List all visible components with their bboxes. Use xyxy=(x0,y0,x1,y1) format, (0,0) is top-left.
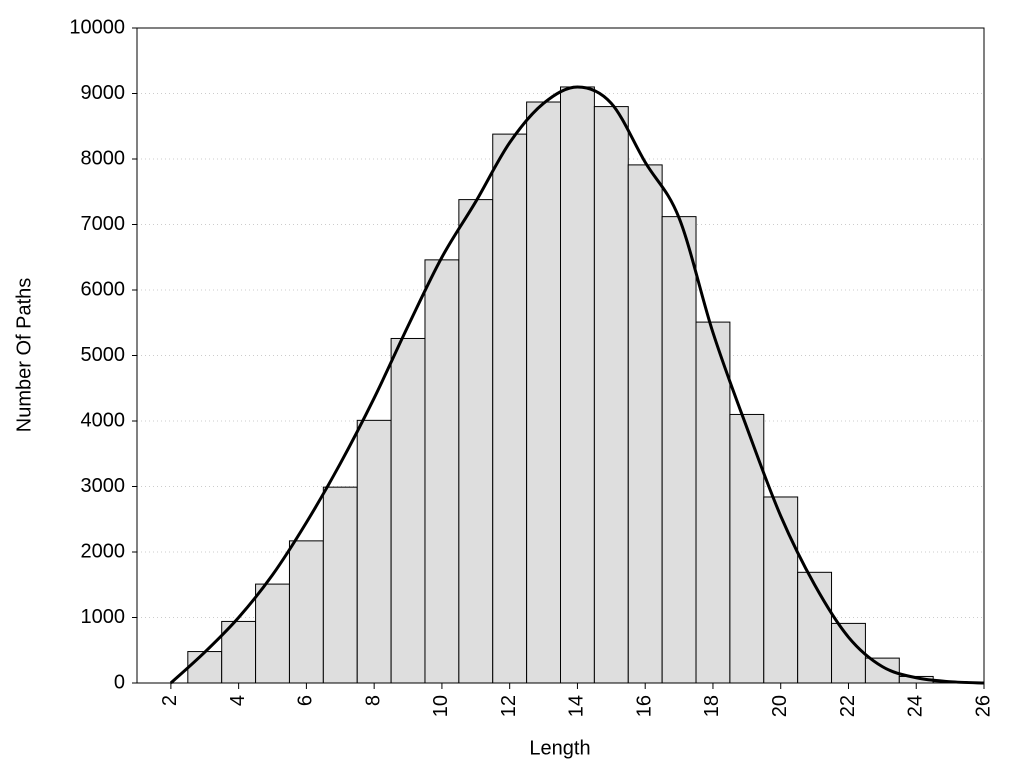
bar xyxy=(695,321,731,684)
y-tick-label: 0 xyxy=(114,671,125,693)
bar xyxy=(288,540,324,684)
x-axis-label: Length xyxy=(529,737,590,759)
bar xyxy=(729,413,765,684)
bar xyxy=(424,259,460,684)
x-tick-label: 18 xyxy=(701,695,723,717)
y-tick-label: 9000 xyxy=(81,82,126,104)
y-tick-label: 3000 xyxy=(81,475,126,497)
x-tick-label: 24 xyxy=(905,695,927,717)
y-tick-label: 8000 xyxy=(81,147,126,169)
x-tick-label: 8 xyxy=(362,695,384,706)
bar xyxy=(560,86,595,684)
bar xyxy=(593,106,629,684)
y-tick-label: 6000 xyxy=(81,278,126,300)
bar xyxy=(763,496,799,684)
bar xyxy=(187,651,223,684)
y-tick-label: 5000 xyxy=(81,344,126,366)
x-tick-label: 10 xyxy=(430,695,452,717)
bar xyxy=(627,164,663,684)
bar xyxy=(458,199,494,684)
x-tick-label: 4 xyxy=(227,695,249,706)
bar xyxy=(255,583,290,684)
bar xyxy=(322,486,358,684)
x-tick-label: 22 xyxy=(837,695,859,717)
curve xyxy=(169,85,985,685)
x-tick-label: 16 xyxy=(633,695,655,717)
bar xyxy=(797,571,833,684)
x-tick-label: 26 xyxy=(972,695,994,717)
y-axis-label: Number Of Paths xyxy=(13,278,35,433)
plot-frame xyxy=(136,27,985,684)
bar xyxy=(526,101,561,684)
y-tick-label: 2000 xyxy=(81,540,126,562)
bar xyxy=(492,133,528,684)
y-tick-label: 10000 xyxy=(69,16,125,38)
x-tick-label: 20 xyxy=(769,695,791,717)
bar xyxy=(356,419,392,684)
bar xyxy=(661,216,697,684)
x-tick-label: 2 xyxy=(159,695,181,706)
y-tick-label: 4000 xyxy=(81,409,126,431)
bar xyxy=(390,337,426,684)
x-tick-label: 14 xyxy=(566,695,588,717)
y-tick-label: 1000 xyxy=(81,606,126,628)
y-tick-label: 7000 xyxy=(81,213,126,235)
bar xyxy=(831,622,866,684)
x-tick-label: 6 xyxy=(295,695,317,706)
x-tick-label: 12 xyxy=(498,695,520,717)
